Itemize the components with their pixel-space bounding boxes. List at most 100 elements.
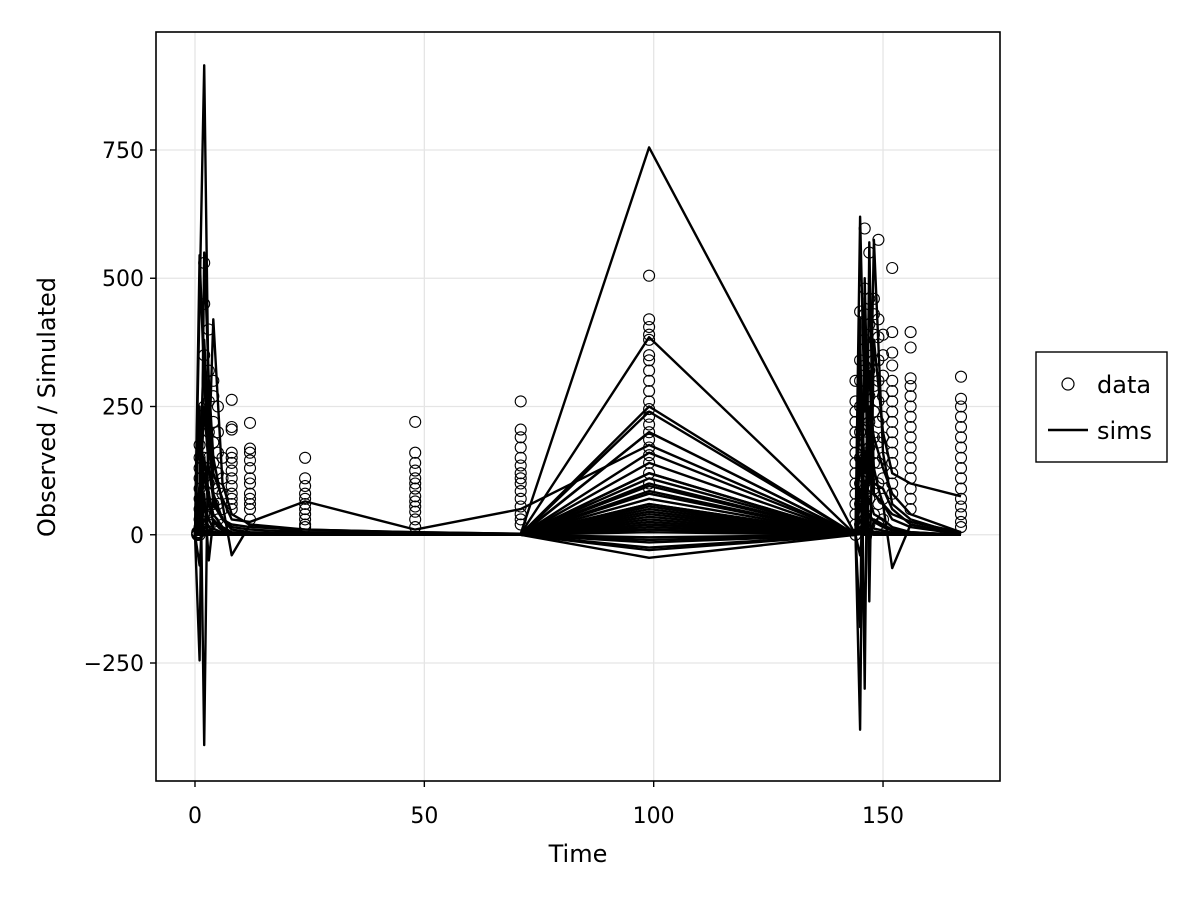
data-point xyxy=(886,405,899,418)
data-point xyxy=(193,472,206,485)
data-point xyxy=(904,472,917,485)
data-point xyxy=(225,492,238,505)
data-point xyxy=(867,508,880,521)
data-point xyxy=(863,338,876,351)
data-point xyxy=(243,454,257,467)
data-point xyxy=(409,464,422,477)
data-point xyxy=(904,451,917,464)
x-axis-title: Time xyxy=(548,840,608,868)
data-point xyxy=(858,282,871,295)
data-point xyxy=(849,436,862,449)
data-point xyxy=(225,456,238,469)
data-point xyxy=(211,400,224,413)
data-point xyxy=(409,477,422,490)
data-point xyxy=(904,431,917,444)
data-point xyxy=(514,485,527,498)
data-point xyxy=(514,477,527,490)
y-tick-label: 0 xyxy=(130,524,144,549)
data-point xyxy=(225,487,238,500)
data-point xyxy=(863,518,876,531)
data-point xyxy=(863,492,876,505)
data-point xyxy=(225,420,238,434)
data-point xyxy=(514,518,527,531)
y-tick-label: 750 xyxy=(102,139,144,164)
data-point xyxy=(207,390,220,403)
y-axis-ticks: −250 0 250 500 750 xyxy=(84,139,156,677)
data-point xyxy=(514,451,527,464)
data-point xyxy=(299,479,312,493)
y-tick-label: 500 xyxy=(102,267,144,292)
data-point xyxy=(886,326,899,339)
data-point xyxy=(409,482,422,495)
data-point xyxy=(863,441,876,454)
data-point xyxy=(954,492,968,505)
x-tick-label: 100 xyxy=(633,804,675,829)
data-point xyxy=(243,416,257,429)
data-point xyxy=(193,438,206,452)
data-point xyxy=(243,446,257,459)
data-point xyxy=(409,446,422,459)
data-point xyxy=(849,518,862,531)
data-point xyxy=(643,349,656,362)
data-point xyxy=(207,374,220,387)
data-point xyxy=(904,372,917,385)
data-point xyxy=(225,503,238,516)
data-point xyxy=(854,497,867,511)
data-point xyxy=(643,354,656,367)
data-point xyxy=(202,497,215,511)
data-point xyxy=(225,497,238,511)
data-point xyxy=(643,433,656,446)
data-point xyxy=(207,456,220,469)
data-point xyxy=(867,456,880,469)
data-point xyxy=(514,508,527,521)
data-point xyxy=(872,313,885,326)
data-point xyxy=(643,333,656,346)
data-point xyxy=(202,477,215,490)
data-point xyxy=(243,492,257,505)
data-point xyxy=(904,441,917,454)
sims-line xyxy=(195,528,856,536)
data-point xyxy=(876,431,890,444)
data-point xyxy=(198,451,211,464)
data-point xyxy=(514,467,527,480)
data-point xyxy=(514,431,527,444)
data-point xyxy=(643,385,656,398)
data-point xyxy=(904,492,917,505)
data-point xyxy=(849,415,862,428)
data-point xyxy=(849,497,862,511)
data-point xyxy=(876,349,890,362)
data-point xyxy=(904,462,917,475)
data-point xyxy=(863,390,876,403)
data-point xyxy=(954,370,968,383)
data-point xyxy=(904,482,917,495)
x-axis-ticks: 0 50 100 150 xyxy=(188,781,904,829)
data-point xyxy=(643,313,656,326)
data-point xyxy=(954,410,968,423)
data-point xyxy=(886,415,899,428)
data-point xyxy=(643,374,656,387)
data-point xyxy=(299,503,312,516)
data-point xyxy=(854,400,867,413)
data-point xyxy=(954,392,968,405)
data-point xyxy=(954,472,968,485)
data-point xyxy=(849,477,862,490)
data-point xyxy=(243,472,257,485)
data-point xyxy=(243,487,257,500)
data-point xyxy=(886,346,899,359)
data-point xyxy=(849,508,862,521)
data-point xyxy=(849,528,862,541)
data-point xyxy=(849,374,862,387)
data-point xyxy=(514,472,527,485)
data-point xyxy=(876,472,890,485)
data-point xyxy=(954,462,968,475)
data-point xyxy=(886,487,899,500)
data-point xyxy=(198,349,211,362)
data-point xyxy=(643,456,656,469)
data-point xyxy=(299,492,312,505)
data-point xyxy=(207,415,220,428)
data-point xyxy=(904,503,917,516)
data-point xyxy=(863,318,876,331)
data-point xyxy=(886,456,899,469)
